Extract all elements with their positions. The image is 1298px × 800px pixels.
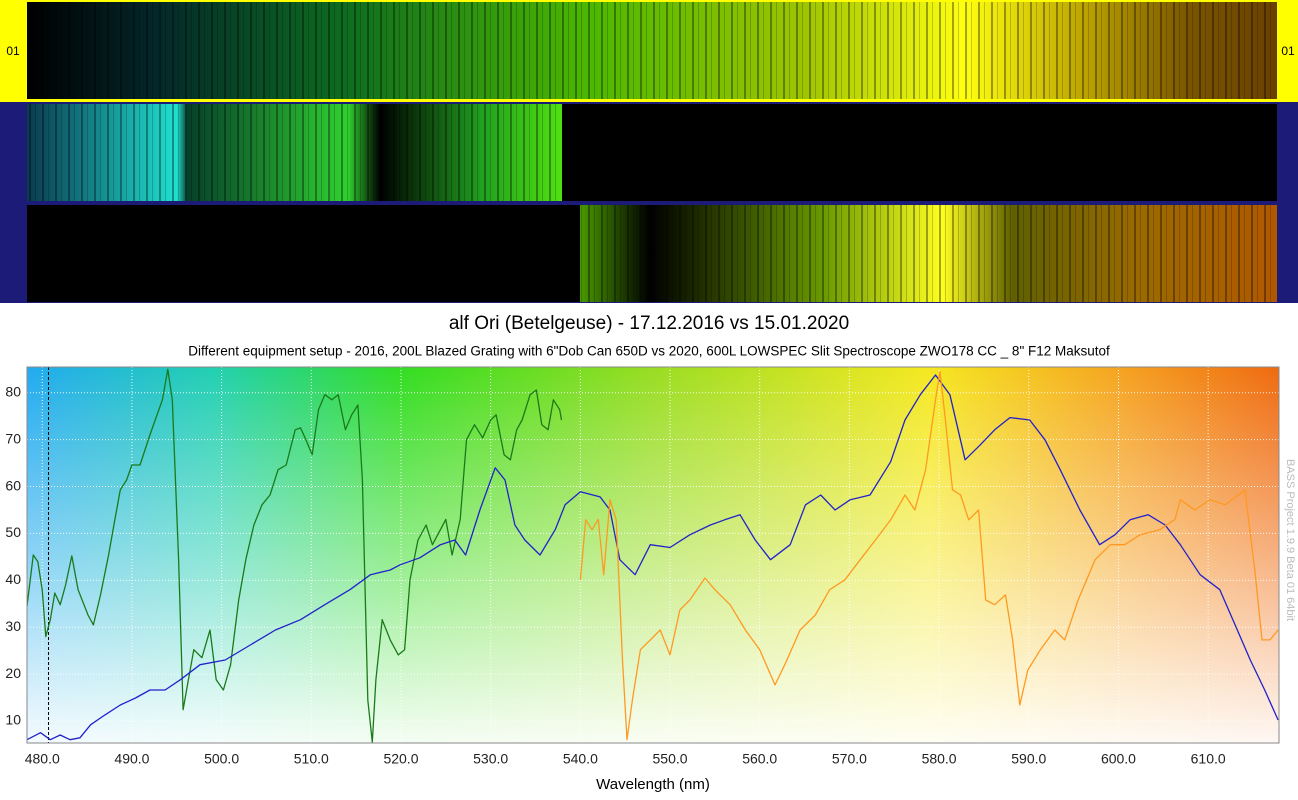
x-tick-label: 610.0 [1191,751,1226,767]
y-tick-label: 30 [5,618,21,634]
x-tick-label: 500.0 [204,751,239,767]
x-tick-label: 580.0 [922,751,957,767]
series-line [579,371,1279,741]
watermark: BASS Project 1.9.9 Beta 01 64bit [1284,459,1296,621]
spectrum-lines [27,104,562,201]
x-tick-label: 480.0 [25,751,60,767]
x-tick-label: 570.0 [832,751,867,767]
spectrum-lines [27,2,1277,99]
plot-frame [26,366,1280,744]
x-tick-label: 540.0 [563,751,598,767]
chart-title: alf Ori (Betelgeuse) - 17.12.2016 vs 15.… [449,313,849,334]
x-tick-label: 520.0 [383,751,418,767]
x-tick-label: 510.0 [294,751,329,767]
x-tick-label: 490.0 [114,751,149,767]
y-tick-label: 10 [5,712,21,728]
x-tick-label: 590.0 [1011,751,1046,767]
strip-label: 01 [1281,44,1295,58]
y-tick-label: 50 [5,524,21,540]
strip-label: 01 [6,44,20,58]
x-tick-label: 530.0 [473,751,508,767]
y-tick-label: 70 [5,430,21,446]
plot-area [26,367,1279,743]
spectrum-lines [580,205,1277,302]
series-line [26,368,563,743]
y-tick-label: 40 [5,571,21,587]
y-tick-label: 60 [5,477,21,493]
x-tick-label: 560.0 [742,751,777,767]
x-tick-label: 600.0 [1101,751,1136,767]
plot-fade [27,367,1279,743]
y-tick-label: 80 [5,383,21,399]
chart-subtitle: Different equipment setup - 2016, 200L B… [188,344,1110,359]
series-line [26,374,1279,741]
x-tick-label: 550.0 [653,751,688,767]
x-axis-label: Wavelength (nm) [596,776,710,793]
y-tick-label: 20 [5,665,21,681]
